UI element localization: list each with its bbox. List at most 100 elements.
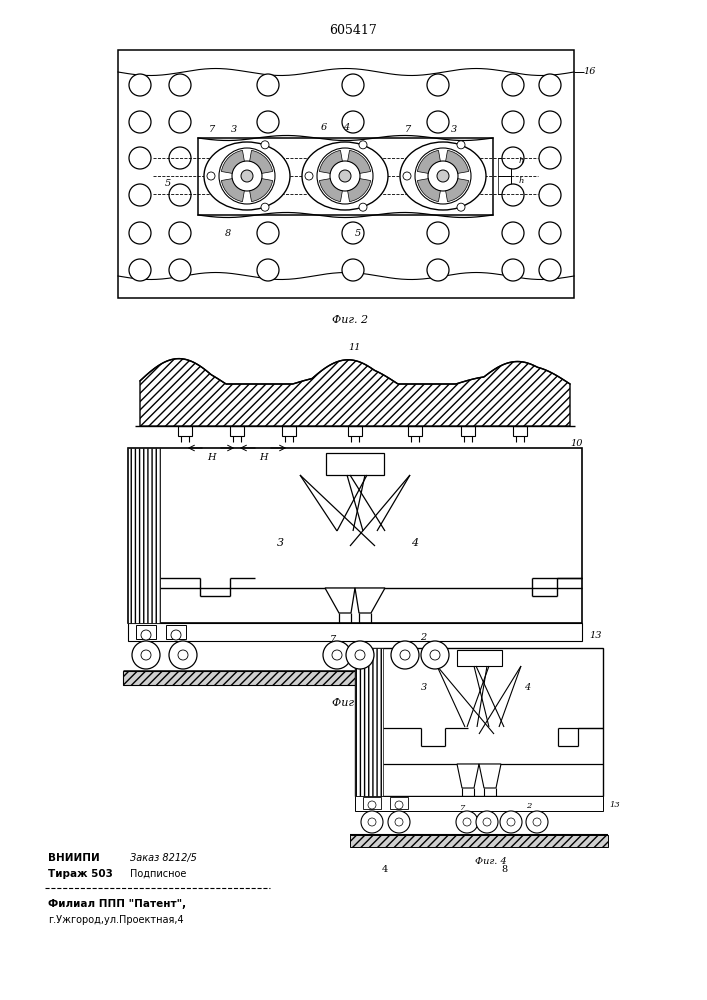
Circle shape xyxy=(502,111,524,133)
Text: h: h xyxy=(518,177,524,185)
Circle shape xyxy=(539,147,561,169)
Polygon shape xyxy=(123,671,587,685)
Circle shape xyxy=(502,184,524,206)
Circle shape xyxy=(169,222,191,244)
Circle shape xyxy=(169,641,197,669)
Circle shape xyxy=(502,222,524,244)
Wedge shape xyxy=(221,150,247,176)
Circle shape xyxy=(483,818,491,826)
Circle shape xyxy=(169,147,191,169)
Circle shape xyxy=(539,259,561,281)
Circle shape xyxy=(257,74,279,96)
Circle shape xyxy=(129,222,151,244)
Polygon shape xyxy=(355,648,383,796)
Bar xyxy=(178,426,192,436)
Circle shape xyxy=(359,203,367,211)
Circle shape xyxy=(241,170,253,182)
Circle shape xyxy=(430,650,440,660)
Text: Фиг. 2: Фиг. 2 xyxy=(332,315,368,325)
Bar xyxy=(513,426,527,436)
Ellipse shape xyxy=(400,142,486,210)
Text: 11: 11 xyxy=(349,344,361,353)
Circle shape xyxy=(391,641,419,669)
Bar xyxy=(282,426,296,436)
Text: 3: 3 xyxy=(231,125,237,134)
Bar xyxy=(128,448,582,623)
Circle shape xyxy=(526,811,548,833)
Circle shape xyxy=(539,184,561,206)
Bar xyxy=(166,625,186,639)
Circle shape xyxy=(388,811,410,833)
Circle shape xyxy=(305,172,313,180)
Circle shape xyxy=(507,818,515,826)
Text: 4: 4 xyxy=(524,684,530,692)
Text: Подписное: Подписное xyxy=(130,869,187,879)
Text: 4: 4 xyxy=(382,864,388,874)
Polygon shape xyxy=(350,835,608,847)
Circle shape xyxy=(533,818,541,826)
Circle shape xyxy=(171,630,181,640)
Text: 10: 10 xyxy=(571,440,583,448)
Text: 7: 7 xyxy=(460,804,466,812)
Polygon shape xyxy=(355,588,385,613)
Text: 16: 16 xyxy=(584,68,596,77)
Text: H: H xyxy=(206,452,215,462)
Bar xyxy=(198,138,493,215)
Circle shape xyxy=(342,111,364,133)
Circle shape xyxy=(169,259,191,281)
Bar xyxy=(363,797,381,809)
Circle shape xyxy=(342,222,364,244)
Bar xyxy=(461,426,475,436)
Text: 13: 13 xyxy=(590,631,602,640)
Bar xyxy=(408,426,422,436)
Circle shape xyxy=(539,222,561,244)
Text: ВНИИПИ: ВНИИПИ xyxy=(48,853,100,863)
Circle shape xyxy=(355,650,365,660)
Circle shape xyxy=(132,641,160,669)
Wedge shape xyxy=(345,150,370,176)
Polygon shape xyxy=(325,588,355,613)
Bar xyxy=(348,426,362,436)
Circle shape xyxy=(428,161,458,191)
Text: 7: 7 xyxy=(330,635,336,644)
Circle shape xyxy=(427,222,449,244)
Wedge shape xyxy=(443,150,469,176)
Circle shape xyxy=(261,141,269,149)
Ellipse shape xyxy=(302,142,388,210)
Text: 4: 4 xyxy=(411,538,419,548)
Circle shape xyxy=(178,650,188,660)
Circle shape xyxy=(129,184,151,206)
Text: 13: 13 xyxy=(609,801,620,809)
Circle shape xyxy=(539,74,561,96)
Text: 3: 3 xyxy=(276,538,284,548)
Text: г.Ужгород,ул.Проектная,4: г.Ужгород,ул.Проектная,4 xyxy=(48,915,184,925)
Text: 6: 6 xyxy=(321,123,327,132)
Circle shape xyxy=(129,111,151,133)
Circle shape xyxy=(332,650,342,660)
Text: 8: 8 xyxy=(225,229,231,237)
Circle shape xyxy=(456,811,478,833)
Text: 4: 4 xyxy=(343,123,349,132)
Circle shape xyxy=(257,111,279,133)
Circle shape xyxy=(421,641,449,669)
Circle shape xyxy=(257,222,279,244)
Circle shape xyxy=(339,170,351,182)
Text: 3: 3 xyxy=(421,684,427,692)
Circle shape xyxy=(457,203,465,211)
Circle shape xyxy=(427,259,449,281)
Circle shape xyxy=(129,259,151,281)
Text: 2: 2 xyxy=(420,633,426,642)
Circle shape xyxy=(457,141,465,149)
Circle shape xyxy=(342,74,364,96)
Circle shape xyxy=(359,141,367,149)
Text: Заказ 8212/5: Заказ 8212/5 xyxy=(130,853,197,863)
Circle shape xyxy=(129,74,151,96)
Circle shape xyxy=(395,801,403,809)
Polygon shape xyxy=(140,359,570,426)
Circle shape xyxy=(502,259,524,281)
Circle shape xyxy=(330,161,360,191)
Wedge shape xyxy=(345,176,370,202)
Text: 7: 7 xyxy=(405,125,411,134)
Text: Фиг. 4: Фиг. 4 xyxy=(475,857,507,866)
Text: 2: 2 xyxy=(526,802,532,810)
